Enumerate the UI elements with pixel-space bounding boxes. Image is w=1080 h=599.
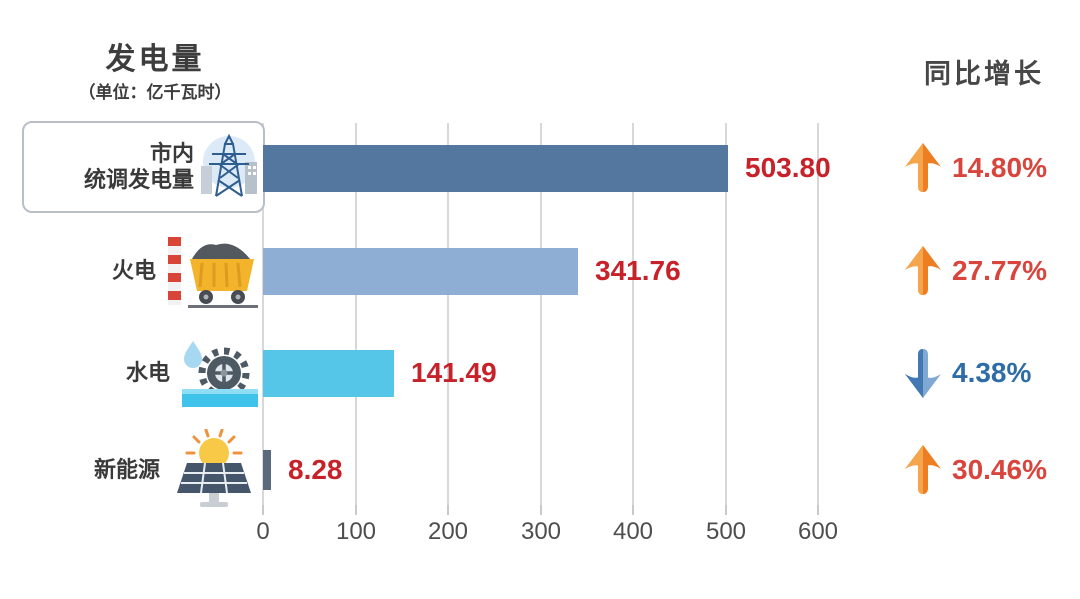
category-hydro: 水电 (60, 334, 260, 412)
bar-thermal (263, 248, 578, 295)
x-tick-label: 0 (256, 518, 270, 545)
chart-unit: （单位：亿千瓦时） (78, 83, 232, 102)
x-tick-label: 300 (520, 518, 562, 545)
value-label-hydro: 141.49 (411, 357, 497, 388)
bar-new-energy (263, 450, 271, 490)
axis-tick (817, 505, 819, 515)
gridline (632, 123, 634, 505)
down-arrow-icon (905, 349, 941, 398)
x-tick-label: 500 (705, 518, 747, 545)
growth-column-title: 同比增长 (924, 59, 1044, 89)
category-thermal: 火电 (60, 232, 260, 310)
x-tick-label: 400 (612, 518, 654, 545)
category-new-energy: 新能源 (40, 429, 260, 510)
gridline (725, 123, 727, 505)
category-label-new-energy: 新能源 (93, 456, 160, 482)
chart-title: 发电量 (105, 43, 205, 76)
category-box-city-total: 市内 统调发电量 (22, 121, 265, 213)
up-arrow-icon (905, 445, 941, 494)
category-label-hydro: 水电 (125, 359, 170, 385)
up-arrow-icon (905, 246, 941, 295)
value-label-new-energy: 8.28 (288, 454, 343, 485)
growth-pct-thermal: 27.77% (952, 255, 1047, 286)
bar-city-total (263, 145, 728, 192)
axis-tick (447, 505, 449, 515)
category-label-line2: 统调发电量 (83, 167, 194, 192)
category-label-line1: 市内 (149, 140, 194, 166)
gridline (447, 123, 449, 505)
gridline (355, 123, 357, 505)
value-label-city-total: 503.80 (745, 152, 831, 183)
x-tick-label: 600 (797, 518, 839, 545)
transmission-tower-icon (201, 133, 257, 197)
solar-panel-icon (177, 429, 251, 507)
growth-pct-city-total: 14.80% (952, 152, 1047, 183)
axis-tick (355, 505, 357, 515)
growth-pct-hydro: 4.38% (952, 357, 1032, 388)
x-tick-label: 100 (335, 518, 377, 545)
axis-tick (262, 505, 264, 515)
axis-tick (632, 505, 634, 515)
gridline (817, 123, 819, 505)
x-tick-label: 200 (427, 518, 469, 545)
bar-hydro (263, 350, 394, 397)
coal-cart-icon (168, 237, 258, 308)
gridline (540, 123, 542, 505)
water-wheel-icon (182, 341, 258, 407)
category-label-city-total: 市内 统调发电量 (84, 141, 194, 194)
category-label-thermal: 火电 (111, 257, 156, 283)
axis-tick (725, 505, 727, 515)
axis-tick (540, 505, 542, 515)
value-label-thermal: 341.76 (595, 255, 681, 286)
up-arrow-icon (905, 143, 941, 192)
growth-pct-new-energy: 30.46% (952, 454, 1047, 485)
gridline (262, 123, 264, 505)
